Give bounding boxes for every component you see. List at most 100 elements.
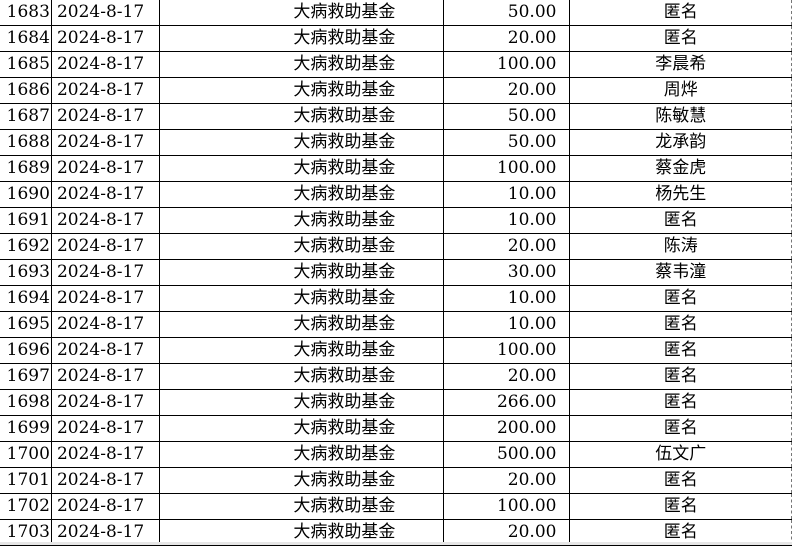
cell-donor[interactable]: 匿名	[569, 207, 792, 234]
cell-amount[interactable]: 10.00	[442, 311, 571, 338]
cell-amount[interactable]: 50.00	[442, 0, 571, 26]
cell-date[interactable]: 2024-8-17	[50, 51, 160, 78]
cell-number[interactable]: 1691	[0, 207, 52, 234]
cell-date[interactable]: 2024-8-17	[50, 233, 160, 260]
cell-donor[interactable]: 匿名	[569, 363, 792, 390]
cell-number[interactable]: 1697	[0, 363, 52, 390]
cell-fund[interactable]: 大病救助基金	[158, 441, 444, 468]
cell-number[interactable]: 1693	[0, 259, 52, 286]
cell-donor[interactable]: 匿名	[569, 467, 792, 494]
cell-amount[interactable]: 30.00	[442, 259, 571, 286]
cell-date[interactable]: 2024-8-17	[50, 25, 160, 52]
cell-fund[interactable]: 大病救助基金	[158, 103, 444, 130]
cell-number[interactable]: 1703	[0, 519, 52, 546]
cell-number[interactable]: 1695	[0, 311, 52, 338]
cell-donor[interactable]: 匿名	[569, 285, 792, 312]
cell-fund[interactable]: 大病救助基金	[158, 285, 444, 312]
cell-fund[interactable]: 大病救助基金	[158, 493, 444, 520]
cell-fund[interactable]: 大病救助基金	[158, 233, 444, 260]
cell-fund[interactable]: 大病救助基金	[158, 467, 444, 494]
cell-amount[interactable]: 266.00	[442, 389, 571, 416]
cell-donor[interactable]: 龙承韵	[569, 129, 792, 156]
cell-donor[interactable]: 匿名	[569, 337, 792, 364]
cell-number[interactable]: 1684	[0, 25, 52, 52]
cell-fund[interactable]: 大病救助基金	[158, 181, 444, 208]
cell-number[interactable]: 1694	[0, 285, 52, 312]
cell-fund[interactable]: 大病救助基金	[158, 363, 444, 390]
cell-date[interactable]: 2024-8-17	[50, 259, 160, 286]
cell-donor[interactable]: 匿名	[569, 389, 792, 416]
cell-date[interactable]: 2024-8-17	[50, 0, 160, 26]
cell-number[interactable]: 1702	[0, 493, 52, 520]
cell-number[interactable]: 1690	[0, 181, 52, 208]
cell-amount[interactable]: 20.00	[442, 25, 571, 52]
cell-fund[interactable]: 大病救助基金	[158, 129, 444, 156]
cell-amount[interactable]: 100.00	[442, 51, 571, 78]
cell-date[interactable]: 2024-8-17	[50, 467, 160, 494]
cell-amount[interactable]: 20.00	[442, 519, 571, 546]
cell-amount[interactable]: 20.00	[442, 467, 571, 494]
cell-number[interactable]: 1688	[0, 129, 52, 156]
cell-fund[interactable]: 大病救助基金	[158, 311, 444, 338]
cell-date[interactable]: 2024-8-17	[50, 337, 160, 364]
cell-date[interactable]: 2024-8-17	[50, 207, 160, 234]
cell-date[interactable]: 2024-8-17	[50, 103, 160, 130]
cell-number[interactable]: 1683	[0, 0, 52, 26]
cell-donor[interactable]: 伍文广	[569, 441, 792, 468]
cell-date[interactable]: 2024-8-17	[50, 493, 160, 520]
cell-donor[interactable]: 匿名	[569, 25, 792, 52]
cell-fund[interactable]: 大病救助基金	[158, 389, 444, 416]
cell-donor[interactable]: 李晨希	[569, 51, 792, 78]
cell-amount[interactable]: 10.00	[442, 207, 571, 234]
cell-date[interactable]: 2024-8-17	[50, 311, 160, 338]
cell-donor[interactable]: 匿名	[569, 493, 792, 520]
cell-number[interactable]: 1701	[0, 467, 52, 494]
cell-date[interactable]: 2024-8-17	[50, 181, 160, 208]
cell-amount[interactable]: 20.00	[442, 77, 571, 104]
cell-donor[interactable]: 蔡金虎	[569, 155, 792, 182]
cell-date[interactable]: 2024-8-17	[50, 129, 160, 156]
cell-donor[interactable]: 杨先生	[569, 181, 792, 208]
cell-amount[interactable]: 100.00	[442, 155, 571, 182]
cell-amount[interactable]: 20.00	[442, 363, 571, 390]
cell-fund[interactable]: 大病救助基金	[158, 155, 444, 182]
cell-amount[interactable]: 10.00	[442, 181, 571, 208]
cell-number[interactable]: 1698	[0, 389, 52, 416]
cell-donor[interactable]: 陈涛	[569, 233, 792, 260]
cell-donor[interactable]: 陈敏慧	[569, 103, 792, 130]
cell-fund[interactable]: 大病救助基金	[158, 0, 444, 26]
cell-amount[interactable]: 500.00	[442, 441, 571, 468]
cell-number[interactable]: 1692	[0, 233, 52, 260]
cell-number[interactable]: 1685	[0, 51, 52, 78]
cell-fund[interactable]: 大病救助基金	[158, 207, 444, 234]
cell-date[interactable]: 2024-8-17	[50, 415, 160, 442]
cell-amount[interactable]: 100.00	[442, 337, 571, 364]
cell-fund[interactable]: 大病救助基金	[158, 337, 444, 364]
cell-donor[interactable]: 蔡韦潼	[569, 259, 792, 286]
cell-amount[interactable]: 200.00	[442, 415, 571, 442]
cell-fund[interactable]: 大病救助基金	[158, 77, 444, 104]
cell-date[interactable]: 2024-8-17	[50, 285, 160, 312]
cell-date[interactable]: 2024-8-17	[50, 77, 160, 104]
cell-date[interactable]: 2024-8-17	[50, 519, 160, 546]
cell-donor[interactable]: 匿名	[569, 415, 792, 442]
cell-date[interactable]: 2024-8-17	[50, 441, 160, 468]
cell-date[interactable]: 2024-8-17	[50, 155, 160, 182]
cell-number[interactable]: 1689	[0, 155, 52, 182]
cell-number[interactable]: 1700	[0, 441, 52, 468]
cell-donor[interactable]: 匿名	[569, 0, 792, 26]
cell-number[interactable]: 1687	[0, 103, 52, 130]
cell-date[interactable]: 2024-8-17	[50, 363, 160, 390]
cell-fund[interactable]: 大病救助基金	[158, 259, 444, 286]
cell-fund[interactable]: 大病救助基金	[158, 25, 444, 52]
cell-number[interactable]: 1686	[0, 77, 52, 104]
cell-amount[interactable]: 100.00	[442, 493, 571, 520]
cell-amount[interactable]: 20.00	[442, 233, 571, 260]
cell-number[interactable]: 1696	[0, 337, 52, 364]
cell-amount[interactable]: 10.00	[442, 285, 571, 312]
cell-fund[interactable]: 大病救助基金	[158, 415, 444, 442]
cell-donor[interactable]: 匿名	[569, 311, 792, 338]
cell-date[interactable]: 2024-8-17	[50, 389, 160, 416]
cell-donor[interactable]: 周烨	[569, 77, 792, 104]
cell-amount[interactable]: 50.00	[442, 103, 571, 130]
